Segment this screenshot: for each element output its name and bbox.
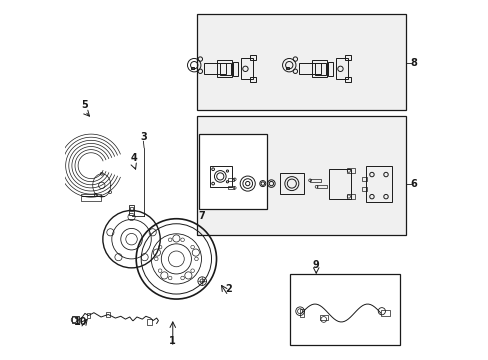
Bar bbox=[346, 168, 355, 174]
Bar bbox=[106, 312, 110, 318]
Bar bbox=[232, 62, 237, 76]
Bar bbox=[380, 310, 389, 316]
Bar bbox=[250, 77, 256, 82]
Bar bbox=[197, 14, 406, 110]
Bar bbox=[335, 58, 347, 79]
Text: 8: 8 bbox=[409, 58, 416, 68]
Text: 4: 4 bbox=[130, 153, 137, 163]
Bar bbox=[362, 176, 366, 181]
Bar bbox=[72, 316, 79, 323]
Bar bbox=[290, 274, 399, 345]
Bar bbox=[240, 58, 252, 79]
Text: 10: 10 bbox=[73, 317, 87, 327]
Text: 5: 5 bbox=[81, 100, 88, 110]
Bar bbox=[197, 116, 406, 234]
Bar bbox=[319, 315, 327, 320]
Bar bbox=[298, 63, 320, 74]
Bar bbox=[190, 67, 194, 69]
Bar bbox=[362, 186, 366, 190]
Bar bbox=[203, 63, 225, 74]
Text: 3: 3 bbox=[140, 132, 146, 142]
Bar bbox=[198, 134, 267, 210]
Text: 7: 7 bbox=[198, 211, 204, 221]
Bar bbox=[209, 166, 231, 187]
Text: 6: 6 bbox=[409, 179, 416, 189]
Bar bbox=[228, 178, 233, 181]
Bar bbox=[220, 63, 230, 75]
Bar bbox=[147, 319, 152, 325]
Bar bbox=[314, 63, 325, 75]
Bar bbox=[346, 194, 355, 199]
Bar bbox=[285, 67, 289, 69]
Bar bbox=[327, 62, 332, 76]
Bar bbox=[345, 77, 351, 82]
Text: 9: 9 bbox=[312, 260, 319, 270]
Bar bbox=[309, 179, 320, 182]
Bar bbox=[86, 313, 90, 319]
Bar bbox=[228, 186, 233, 189]
Bar bbox=[345, 55, 351, 60]
Bar bbox=[217, 60, 231, 77]
Bar bbox=[81, 194, 101, 201]
Bar bbox=[316, 185, 326, 188]
Bar bbox=[329, 168, 350, 199]
Text: 2: 2 bbox=[224, 284, 231, 294]
Text: 1: 1 bbox=[169, 336, 176, 346]
Bar bbox=[250, 55, 256, 60]
Bar bbox=[300, 309, 304, 316]
Bar bbox=[129, 207, 133, 211]
Bar bbox=[366, 166, 391, 202]
Bar bbox=[312, 60, 326, 77]
Bar bbox=[280, 173, 303, 194]
Bar bbox=[128, 205, 134, 215]
